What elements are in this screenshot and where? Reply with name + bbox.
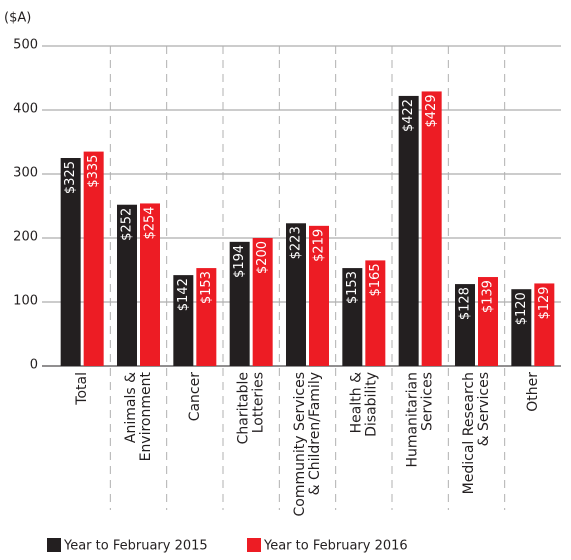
value-label: $252 bbox=[120, 208, 135, 241]
bar bbox=[534, 283, 555, 366]
legend-label: Year to February 2016 bbox=[263, 539, 408, 554]
legend-label: Year to February 2015 bbox=[63, 539, 208, 554]
bar bbox=[398, 95, 419, 367]
value-label: $219 bbox=[312, 229, 327, 262]
bar bbox=[342, 268, 363, 366]
value-label: $165 bbox=[368, 263, 383, 296]
bar bbox=[173, 275, 194, 366]
legend-swatch bbox=[247, 538, 261, 552]
x-tick-label: Health & bbox=[348, 372, 364, 433]
value-label: $120 bbox=[514, 292, 529, 325]
y-tick-label: 500 bbox=[13, 38, 38, 53]
value-label: $200 bbox=[255, 241, 270, 274]
value-label: $129 bbox=[537, 286, 552, 319]
bar bbox=[196, 268, 217, 366]
value-label: $128 bbox=[458, 287, 473, 320]
y-tick-label: 0 bbox=[30, 358, 38, 373]
value-label: $194 bbox=[232, 245, 247, 278]
x-tick-label: Medical Research bbox=[461, 372, 477, 494]
value-label: $139 bbox=[481, 280, 496, 313]
value-label: $335 bbox=[86, 155, 101, 188]
x-tick-label: Disability bbox=[363, 372, 379, 437]
y-tick-label: 100 bbox=[13, 294, 38, 309]
bar bbox=[421, 91, 442, 366]
bar bbox=[252, 238, 273, 366]
value-label: $254 bbox=[143, 206, 158, 239]
legend-swatch bbox=[47, 538, 61, 552]
value-label: $153 bbox=[199, 271, 214, 304]
value-label: $223 bbox=[289, 226, 304, 259]
bar bbox=[455, 284, 475, 366]
x-tick-label: & Children/Family bbox=[307, 372, 323, 495]
value-label: $429 bbox=[424, 94, 439, 127]
bar bbox=[309, 225, 329, 366]
x-tick-label: Community Services bbox=[292, 372, 308, 517]
y-tick-label: 200 bbox=[13, 230, 38, 245]
bar bbox=[140, 203, 160, 366]
bar bbox=[229, 241, 250, 366]
x-tick-label: Animals & bbox=[123, 372, 139, 443]
bar bbox=[286, 223, 306, 366]
x-tick-label: Charitable bbox=[236, 372, 252, 444]
y-tick-label: 400 bbox=[13, 102, 38, 117]
x-tick-label: Cancer bbox=[187, 372, 203, 422]
x-tick-label: Humanitarian bbox=[405, 372, 421, 468]
value-label: $142 bbox=[176, 278, 191, 311]
bar bbox=[478, 277, 498, 366]
bar bbox=[511, 289, 532, 366]
bar bbox=[60, 158, 81, 366]
bar bbox=[83, 151, 104, 366]
value-label: $422 bbox=[401, 99, 416, 132]
x-tick-label: Other bbox=[525, 372, 541, 412]
y-axis-label: ($A) bbox=[4, 11, 31, 26]
x-tick-label: Lotteries bbox=[251, 372, 267, 433]
x-tick-label: Total bbox=[74, 372, 90, 406]
x-tick-label: & Services bbox=[476, 372, 492, 446]
value-label: $153 bbox=[345, 271, 360, 304]
x-tick-label: Environment bbox=[138, 372, 154, 462]
y-tick-label: 300 bbox=[13, 166, 38, 181]
bar bbox=[117, 204, 137, 366]
bar bbox=[365, 260, 386, 366]
value-label: $325 bbox=[63, 161, 78, 194]
x-tick-label: Services bbox=[420, 372, 436, 431]
